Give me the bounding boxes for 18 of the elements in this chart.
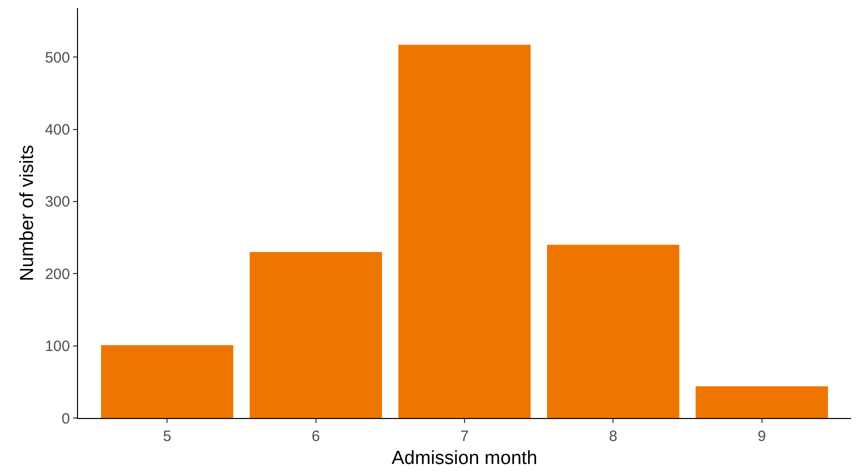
y-tick-label: 400 [44, 122, 70, 139]
y-tick-label: 0 [62, 410, 70, 428]
bar [696, 386, 828, 418]
bar [101, 345, 234, 418]
x-tick-label: 5 [163, 428, 172, 445]
x-axis-title: Admission month [392, 448, 538, 469]
y-axis-title: Number of visits [16, 144, 38, 282]
y-tick-label: 500 [44, 49, 70, 66]
bar [398, 44, 531, 418]
y-tick-label: 100 [44, 338, 70, 356]
x-tick-label: 6 [312, 428, 320, 445]
x-tick-label: 8 [608, 428, 618, 445]
y-tick-label: 200 [44, 266, 70, 283]
y-tick-label: 300 [44, 194, 70, 211]
bar [250, 252, 382, 418]
bar [547, 244, 680, 418]
x-tick-label: 9 [758, 428, 766, 445]
x-tick-label: 7 [460, 428, 469, 445]
